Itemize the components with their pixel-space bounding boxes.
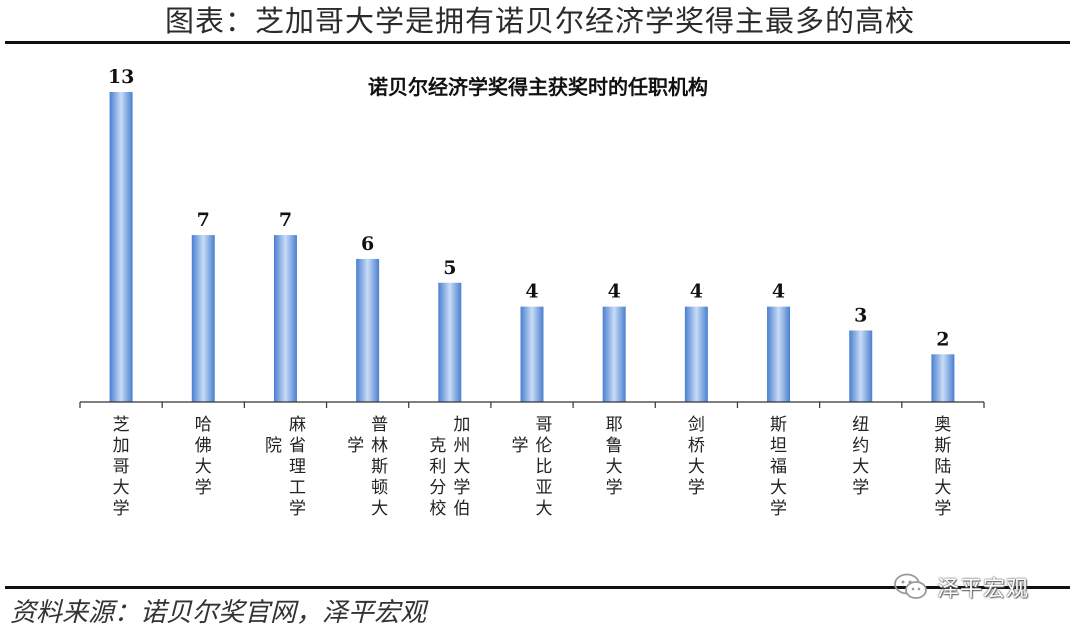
category-label-1: 芝加哥大学	[113, 415, 130, 519]
bar-10	[849, 330, 873, 402]
category-label-11: 奥斯陆大学	[934, 415, 951, 519]
top-rule	[5, 41, 1070, 44]
bars-layer	[109, 92, 955, 402]
bottom-rule	[5, 586, 1070, 589]
bar-chart: 诺贝尔经济学奖得主获奖时的任职机构 13 7 7 6 5 4 4 4 4 3 2 芝加哥大学 哈佛大学…	[79, 66, 985, 519]
value-label-6: 4	[525, 281, 538, 303]
category-label-9: 斯坦福大学	[770, 415, 787, 519]
chart-area: 诺贝尔经济学奖得主获奖时的任职机构 13 7 7 6 5 4 4 4 4 3 2 芝加哥大学 哈佛大学…	[0, 44, 1080, 586]
bar-5	[438, 282, 462, 402]
value-label-3: 7	[279, 209, 292, 231]
wechat-icon	[894, 573, 927, 599]
category-label-7: 耶鲁大学	[606, 415, 623, 498]
value-label-10: 3	[854, 304, 867, 326]
source-note: 资料来源：诺贝尔奖官网，泽平宏观	[10, 598, 427, 628]
watermark-text: 泽平宏观	[937, 577, 1030, 602]
bar-3	[273, 235, 297, 402]
value-label-2: 7	[197, 209, 210, 231]
watermark: 泽平宏观	[893, 570, 1029, 604]
value-label-4: 6	[361, 233, 374, 255]
bar-4	[356, 258, 380, 402]
category-label-6: 哥伦比亚大学	[512, 415, 553, 519]
category-label-2: 哈佛大学	[195, 415, 212, 498]
category-label-10: 纽约大学	[852, 415, 869, 498]
bar-8	[684, 306, 708, 402]
value-label-1: 13	[108, 66, 134, 88]
value-labels-layer: 13 7 7 6 5 4 4 4 4 3 2	[108, 66, 950, 350]
chart-title: 诺贝尔经济学奖得主获奖时的任职机构	[368, 75, 708, 99]
category-label-5: 加州大学伯克利分校	[429, 415, 470, 519]
bar-2	[191, 235, 215, 402]
value-label-7: 4	[608, 281, 621, 303]
value-label-9: 4	[772, 281, 785, 303]
bar-9	[767, 306, 791, 402]
value-label-11: 2	[936, 328, 949, 350]
x-axis	[79, 401, 985, 408]
category-label-3: 麻省理工学院	[265, 415, 306, 519]
bar-7	[602, 306, 626, 402]
value-label-8: 4	[690, 281, 703, 303]
bar-6	[520, 306, 544, 402]
category-label-8: 剑桥大学	[688, 415, 705, 498]
category-label-4: 普林斯顿大学	[347, 415, 388, 519]
figure-title: 图表：芝加哥大学是拥有诺贝尔经济学奖得主最多的高校	[164, 4, 915, 38]
bar-1	[109, 92, 133, 402]
bar-11	[931, 354, 955, 402]
value-label-5: 5	[443, 257, 456, 279]
